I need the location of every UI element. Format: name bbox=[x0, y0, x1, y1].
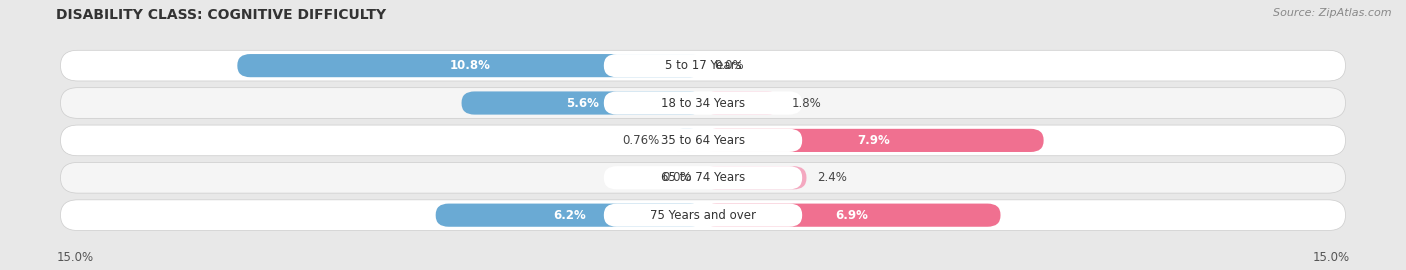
FancyBboxPatch shape bbox=[60, 163, 1346, 193]
Text: 5 to 17 Years: 5 to 17 Years bbox=[665, 59, 741, 72]
Text: 35 to 64 Years: 35 to 64 Years bbox=[661, 134, 745, 147]
Text: 75 Years and over: 75 Years and over bbox=[650, 209, 756, 222]
Text: 5.6%: 5.6% bbox=[565, 96, 599, 110]
FancyBboxPatch shape bbox=[60, 125, 1346, 156]
Text: 15.0%: 15.0% bbox=[56, 251, 93, 264]
FancyBboxPatch shape bbox=[671, 129, 703, 152]
FancyBboxPatch shape bbox=[238, 54, 703, 77]
FancyBboxPatch shape bbox=[703, 204, 1001, 227]
FancyBboxPatch shape bbox=[603, 54, 803, 77]
Text: DISABILITY CLASS: COGNITIVE DIFFICULTY: DISABILITY CLASS: COGNITIVE DIFFICULTY bbox=[56, 8, 387, 22]
Text: 0.76%: 0.76% bbox=[623, 134, 659, 147]
FancyBboxPatch shape bbox=[60, 200, 1346, 231]
Text: 10.8%: 10.8% bbox=[450, 59, 491, 72]
FancyBboxPatch shape bbox=[60, 50, 1346, 81]
Text: 0.0%: 0.0% bbox=[662, 171, 692, 184]
Text: Source: ZipAtlas.com: Source: ZipAtlas.com bbox=[1274, 8, 1392, 18]
Text: 15.0%: 15.0% bbox=[1313, 251, 1350, 264]
FancyBboxPatch shape bbox=[603, 92, 803, 114]
Text: 6.9%: 6.9% bbox=[835, 209, 868, 222]
FancyBboxPatch shape bbox=[461, 92, 703, 114]
FancyBboxPatch shape bbox=[603, 204, 803, 227]
Text: 18 to 34 Years: 18 to 34 Years bbox=[661, 96, 745, 110]
Text: 2.4%: 2.4% bbox=[817, 171, 848, 184]
FancyBboxPatch shape bbox=[603, 166, 803, 189]
FancyBboxPatch shape bbox=[703, 129, 1043, 152]
Text: 7.9%: 7.9% bbox=[856, 134, 890, 147]
Text: 0.0%: 0.0% bbox=[714, 59, 744, 72]
FancyBboxPatch shape bbox=[436, 204, 703, 227]
FancyBboxPatch shape bbox=[603, 129, 803, 152]
Text: 65 to 74 Years: 65 to 74 Years bbox=[661, 171, 745, 184]
FancyBboxPatch shape bbox=[703, 92, 780, 114]
Text: 1.8%: 1.8% bbox=[792, 96, 821, 110]
FancyBboxPatch shape bbox=[703, 166, 807, 189]
Text: 6.2%: 6.2% bbox=[553, 209, 586, 222]
FancyBboxPatch shape bbox=[60, 88, 1346, 118]
